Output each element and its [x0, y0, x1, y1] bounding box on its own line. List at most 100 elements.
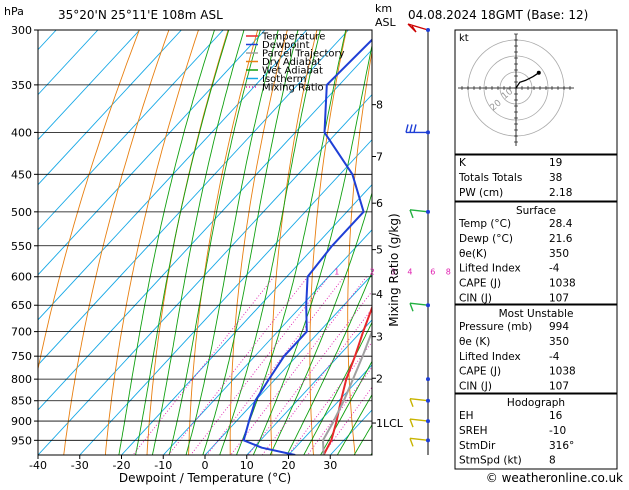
index-value: 21.6 — [549, 233, 573, 245]
mixing-ratio-line — [133, 277, 274, 455]
pressure-tick-label: 900 — [11, 415, 32, 428]
wind-barb — [410, 438, 428, 446]
mixing-ratio-axis-label: Mixing Ratio (g/kg) — [387, 213, 401, 326]
hodograph-frame — [455, 30, 617, 154]
mixing-ratio-label: 8 — [446, 268, 451, 277]
index-label: Pressure (mb) — [459, 321, 532, 333]
pressure-tick-label: 850 — [11, 395, 32, 408]
hodograph-index-title: Hodograph — [507, 397, 565, 409]
index-value: -4 — [549, 351, 560, 363]
pressure-tick-label: 450 — [11, 168, 32, 181]
isotherm-line — [38, 30, 432, 455]
index-value: 350 — [549, 336, 569, 348]
index-label: CAPE (J) — [459, 366, 501, 378]
wind-level-dot — [426, 438, 430, 442]
pressure-tick-label: 950 — [11, 434, 32, 447]
isotherm-line — [0, 30, 265, 455]
pressure-tick-label: 300 — [11, 24, 32, 37]
mixing-ratio-label: 1 — [334, 268, 339, 277]
pressure-tick-label: 600 — [11, 271, 32, 284]
wet-adiabat-line — [136, 30, 229, 455]
index-label: K — [459, 157, 467, 169]
mixing-ratio-label: 6 — [430, 268, 435, 277]
index-label: Totals Totals — [458, 172, 522, 184]
index-label: StmSpd (kt) — [459, 455, 522, 467]
height-tick-label: 5 — [376, 244, 383, 257]
hodograph-unit: kt — [459, 33, 469, 44]
index-label: SREH — [459, 425, 488, 437]
pressure-tick-label: 550 — [11, 240, 32, 253]
wind-barb — [410, 303, 428, 311]
index-value: 16 — [549, 410, 563, 422]
mixing-ratio-label: 4 — [407, 268, 412, 277]
wet-adiabat-line — [203, 30, 298, 455]
surface-title: Surface — [516, 205, 556, 217]
wind-level-dot — [426, 130, 430, 134]
index-value: 107 — [549, 381, 569, 393]
index-label: EH — [459, 410, 474, 422]
index-label: Lifted Index — [459, 263, 521, 275]
temperature-tick-label: -40 — [29, 459, 47, 472]
height-tick-label: 1LCL — [376, 417, 404, 430]
wind-barb — [410, 419, 428, 427]
wind-level-dot — [426, 210, 430, 214]
wind-level-dot — [426, 399, 430, 403]
wet-adiabat-line — [287, 30, 448, 455]
wet-adiabat-line — [119, 30, 215, 455]
index-value: 8 — [549, 455, 556, 467]
wind-level-dot — [426, 419, 430, 423]
index-value: 994 — [549, 321, 569, 333]
mixing-ratio-label: 2 — [370, 268, 375, 277]
height-tick-label: 6 — [376, 197, 383, 210]
pressure-unit-label: hPa — [4, 5, 24, 18]
index-label: θe (K) — [459, 336, 490, 348]
height-tick-label: 3 — [376, 331, 383, 344]
index-label: Dewp (°C) — [459, 233, 513, 245]
pressure-tick-label: 700 — [11, 326, 32, 339]
height-tick-label: 8 — [376, 99, 383, 112]
wind-barb — [406, 124, 428, 132]
wet-adiabat-line — [169, 30, 260, 455]
hodograph-endpoint — [537, 71, 541, 75]
wind-barb — [410, 399, 428, 407]
dry-adiabat-line — [310, 30, 347, 455]
height-unit-label: km — [375, 2, 392, 15]
wind-level-dot — [426, 28, 430, 32]
index-value: 350 — [549, 248, 569, 260]
index-label: CIN (J) — [459, 381, 492, 393]
index-value: 1038 — [549, 366, 576, 378]
pressure-tick-label: 650 — [11, 299, 32, 312]
datetime-title: 04.08.2024 18GMT (Base: 12) — [408, 8, 588, 22]
pressure-tick-label: 800 — [11, 373, 32, 386]
wind-level-dot — [426, 303, 430, 307]
wind-barb-pennant — [408, 24, 428, 32]
index-label: StmDir — [459, 440, 496, 452]
index-label: PW (cm) — [459, 187, 503, 199]
index-label: Temp (°C) — [458, 218, 511, 230]
index-value: 19 — [549, 157, 562, 169]
index-value: 1038 — [549, 278, 576, 290]
wind-level-dot — [426, 377, 430, 381]
pressure-tick-label: 500 — [11, 206, 32, 219]
most-unstable-title: Most Unstable — [499, 308, 574, 320]
legend-label: Mixing Ratio — [262, 83, 324, 94]
x-axis-label: Dewpoint / Temperature (°C) — [119, 471, 291, 485]
wet-adiabat-line — [152, 30, 244, 455]
asl-unit-label: ASL — [375, 16, 397, 29]
index-value: -10 — [549, 425, 566, 437]
plot-frame — [38, 30, 372, 455]
wind-barbs — [406, 24, 430, 446]
height-tick-label: 4 — [376, 288, 383, 301]
pressure-tick-label: 350 — [11, 79, 32, 92]
index-value: -4 — [549, 263, 560, 275]
index-value: 107 — [549, 293, 569, 305]
dry-adiabat-line — [147, 30, 228, 455]
temperature-tick-label: 30 — [323, 459, 337, 472]
mixing-ratio-line — [308, 277, 439, 455]
index-label: CIN (J) — [459, 293, 492, 305]
index-label: θe(K) — [459, 248, 487, 260]
